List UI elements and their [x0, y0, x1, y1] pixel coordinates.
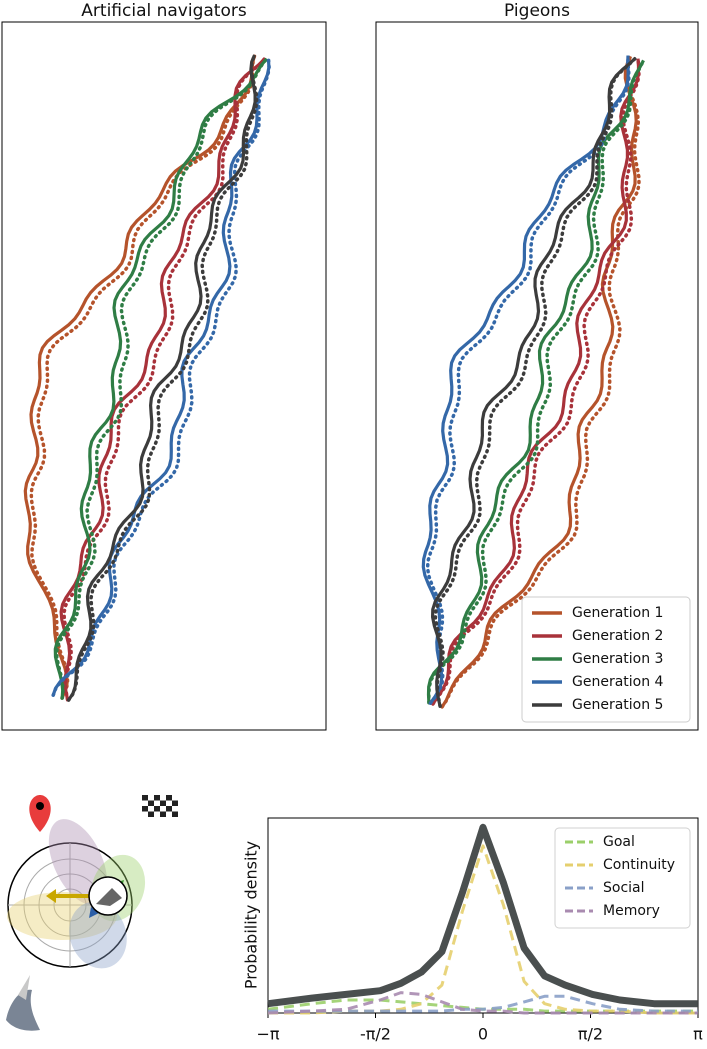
trajectory — [53, 57, 268, 699]
trajectory — [421, 55, 630, 705]
x-tick-label: −π — [256, 1025, 279, 1044]
legend-label: Generation 3 — [572, 651, 663, 667]
trajectory-model — [55, 57, 269, 700]
trajectory — [426, 59, 645, 703]
panel-frame — [375, 21, 699, 731]
density-line — [268, 994, 698, 1013]
legend-box — [554, 827, 691, 929]
trajectory — [431, 58, 641, 705]
legend-label: Social — [603, 880, 645, 896]
trajectory — [431, 56, 637, 707]
trajectory-model — [440, 54, 641, 709]
trajectory-model — [427, 58, 646, 705]
trajectory-model — [66, 53, 259, 702]
trajectory-model — [62, 56, 267, 702]
trajectory-model — [433, 56, 638, 708]
panel-title: Pigeons — [504, 1, 570, 21]
panel-frame — [1, 21, 327, 731]
legend-label: Memory — [603, 903, 660, 919]
legend-label: Generation 2 — [572, 628, 663, 644]
trajectory — [440, 55, 638, 708]
legend-label: Generation 5 — [572, 697, 663, 713]
trajectory-model — [425, 53, 631, 705]
x-tick-label: π — [693, 1025, 703, 1044]
x-tick-label: -π/2 — [360, 1025, 391, 1044]
trajectory — [59, 57, 267, 701]
x-tick-label: π/2 — [578, 1025, 603, 1044]
density-line — [267, 823, 698, 1008]
panel-title: Artificial navigators — [81, 1, 247, 21]
y-axis-label: Probability density — [242, 841, 261, 989]
legend-label: Generation 4 — [572, 674, 664, 690]
trajectory-model — [431, 56, 641, 706]
legend-box — [521, 596, 691, 723]
polar-diagram — [6, 795, 178, 1031]
trajectory-model — [29, 53, 257, 700]
trajectory-model — [51, 57, 271, 697]
x-tick-label: 0 — [478, 1025, 488, 1044]
legend-label: Continuity — [603, 857, 675, 873]
legend-label: Generation 1 — [572, 605, 663, 621]
legend-label: Goal — [603, 834, 635, 850]
trajectory — [51, 59, 271, 696]
trajectory — [67, 54, 257, 701]
density-line — [268, 991, 698, 1015]
trajectory — [23, 54, 257, 699]
